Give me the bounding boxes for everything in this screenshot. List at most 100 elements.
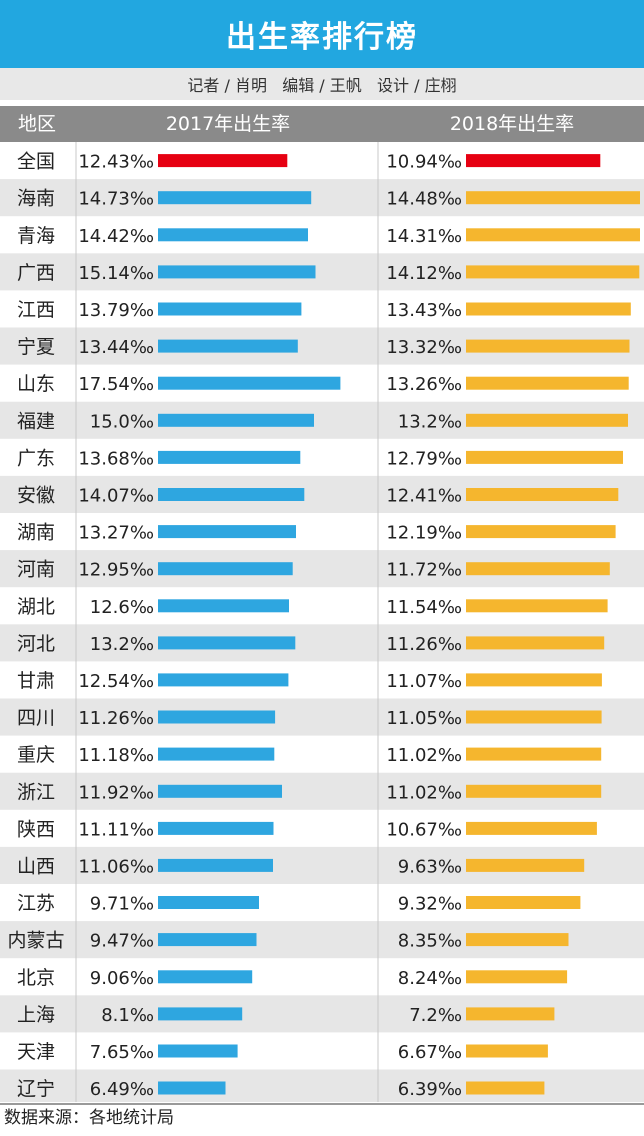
- region-label: 湖北: [17, 596, 55, 618]
- value-label-2017: 11.11‰: [78, 819, 154, 840]
- value-label-2018: 14.12‰: [386, 263, 462, 284]
- bar-2018: [466, 1044, 548, 1058]
- bar-2018: [466, 747, 602, 761]
- value-label-2018: 10.94‰: [386, 152, 462, 173]
- bar-2018: [466, 562, 610, 576]
- region-label: 广东: [17, 447, 55, 469]
- value-label-2018: 8.24‰: [398, 968, 462, 989]
- value-label-2018: 11.02‰: [386, 745, 462, 766]
- value-label-2017: 15.14‰: [78, 263, 154, 284]
- bar-2017: [158, 488, 305, 501]
- value-label-2018: 13.32‰: [386, 337, 462, 358]
- bar-2018: [466, 970, 568, 984]
- bar-2017: [158, 228, 308, 242]
- bar-2018: [466, 821, 597, 835]
- bar-2017: [158, 1081, 226, 1095]
- region-label: 江西: [17, 299, 55, 321]
- bar-2018: [466, 784, 602, 798]
- value-label-2017: 13.68‰: [78, 448, 154, 469]
- birth-rate-chart: 全国 12.43‰ 10.94‰ 海南 14.73‰ 14.48‰ 青海 14.42‰ 14.3…: [0, 142, 644, 1102]
- bar-2017: [158, 896, 259, 909]
- bar-2018: [466, 376, 629, 390]
- value-label-2017: 9.71‰: [90, 894, 154, 915]
- value-label-2017: 12.6‰: [90, 597, 154, 618]
- header-2017: 2017年出生率: [165, 113, 291, 135]
- bar-2018: [466, 933, 569, 947]
- value-label-2018: 11.72‰: [386, 560, 462, 581]
- bar-2018: [466, 1007, 555, 1021]
- region-label: 宁夏: [17, 336, 55, 358]
- region-label: 广西: [17, 262, 55, 284]
- value-label-2018: 14.48‰: [386, 189, 462, 210]
- value-label-2018: 8.35‰: [398, 931, 462, 952]
- value-label-2018: 11.02‰: [386, 782, 462, 803]
- divider: [0, 1103, 644, 1105]
- bar-2018: [466, 858, 585, 872]
- bar-2017: [158, 933, 257, 947]
- bar-2017: [158, 858, 273, 872]
- value-label-2017: 17.54‰: [78, 374, 154, 395]
- bar-2018: [466, 488, 619, 501]
- value-label-2018: 12.79‰: [386, 448, 462, 469]
- value-label-2017: 11.92‰: [78, 782, 154, 803]
- bar-2018: [466, 191, 640, 205]
- bar-2017: [158, 154, 288, 168]
- chart-title: 出生率排行榜: [0, 0, 644, 68]
- bar-2017: [158, 413, 314, 427]
- region-label: 甘肃: [17, 670, 55, 692]
- value-label-2018: 9.63‰: [398, 856, 462, 877]
- value-label-2017: 9.06‰: [90, 968, 154, 989]
- bar-2018: [466, 673, 602, 687]
- bar-2017: [158, 1044, 238, 1058]
- bar-2017: [158, 636, 296, 650]
- value-label-2017: 6.49‰: [90, 1079, 154, 1100]
- value-label-2017: 12.43‰: [78, 152, 154, 173]
- value-label-2017: 13.27‰: [78, 523, 154, 544]
- bar-2018: [466, 154, 601, 168]
- region-label: 海南: [17, 188, 55, 210]
- value-label-2018: 11.54‰: [386, 597, 462, 618]
- region-label: 山东: [17, 373, 55, 395]
- value-label-2017: 14.73‰: [78, 189, 154, 210]
- region-label: 安徽: [17, 485, 55, 507]
- value-label-2018: 6.67‰: [398, 1042, 462, 1063]
- value-label-2017: 13.2‰: [90, 634, 154, 655]
- value-label-2017: 9.47‰: [90, 931, 154, 952]
- header-region: 地区: [17, 113, 56, 135]
- value-label-2017: 15.0‰: [90, 411, 154, 432]
- value-label-2018: 12.41‰: [386, 486, 462, 507]
- bar-2017: [158, 525, 296, 539]
- table-header: 地区 2017年出生率 2018年出生率: [0, 106, 644, 142]
- bar-2017: [158, 265, 316, 279]
- bar-2018: [466, 228, 640, 242]
- bar-2017: [158, 747, 275, 761]
- value-label-2017: 12.95‰: [78, 560, 154, 581]
- value-label-2018: 14.31‰: [386, 226, 462, 247]
- value-label-2017: 14.42‰: [78, 226, 154, 247]
- bar-2017: [158, 562, 293, 576]
- header-2018: 2018年出生率: [449, 113, 575, 135]
- bar-2018: [466, 302, 631, 316]
- value-label-2017: 11.06‰: [78, 856, 154, 877]
- bar-2018: [466, 525, 616, 539]
- value-label-2018: 7.2‰: [409, 1005, 462, 1026]
- bar-2017: [158, 710, 276, 724]
- value-label-2017: 7.65‰: [90, 1042, 154, 1063]
- bar-2018: [466, 265, 640, 279]
- region-label: 天津: [17, 1041, 55, 1063]
- bar-2017: [158, 784, 282, 798]
- region-label: 重庆: [17, 744, 55, 766]
- bar-2017: [158, 376, 341, 390]
- value-label-2018: 13.2‰: [398, 411, 462, 432]
- value-label-2018: 11.26‰: [386, 634, 462, 655]
- value-label-2017: 14.07‰: [78, 486, 154, 507]
- region-label: 全国: [17, 151, 55, 173]
- value-label-2018: 12.19‰: [386, 523, 462, 544]
- source-note: 数据来源：各地统计局: [4, 1108, 174, 1128]
- bar-2018: [466, 599, 608, 613]
- bar-2017: [158, 673, 289, 687]
- region-label: 河北: [17, 633, 55, 655]
- bar-2017: [158, 599, 289, 613]
- value-label-2017: 13.44‰: [78, 337, 154, 358]
- value-label-2017: 11.18‰: [78, 745, 154, 766]
